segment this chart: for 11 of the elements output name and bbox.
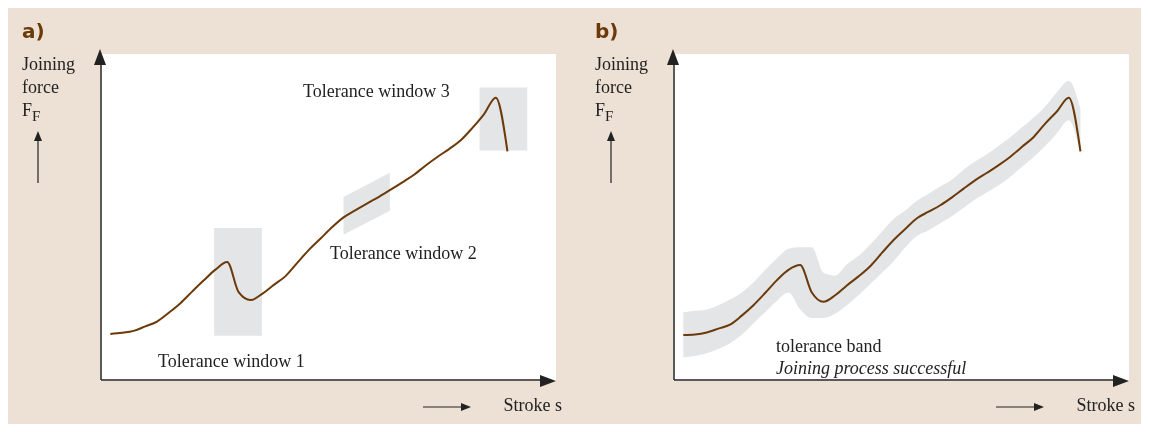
x-axis-title: Stroke s (1076, 395, 1135, 416)
annotation: Joining process successful (776, 358, 967, 379)
chart-title: b) (595, 19, 619, 43)
y-axis-title: Joining force F$_{F}$ (22, 53, 76, 126)
y-axis-title: Joining force F$_{F}$ (595, 53, 649, 126)
x-axis-title: Stroke s (503, 395, 562, 416)
chart-title: a) (22, 19, 45, 43)
annotation: Tolerance window 2 (330, 243, 477, 264)
annotation: Tolerance window 1 (158, 351, 305, 372)
annotation: tolerance band (776, 336, 882, 357)
annotation: Tolerance window 3 (303, 81, 450, 102)
